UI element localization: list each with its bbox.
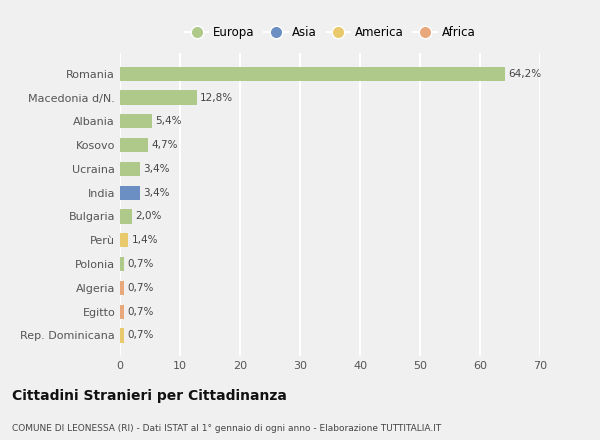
Text: 2,0%: 2,0% — [135, 212, 161, 221]
Bar — [120, 209, 132, 224]
Text: Cittadini Stranieri per Cittadinanza: Cittadini Stranieri per Cittadinanza — [12, 389, 287, 403]
Text: 0,7%: 0,7% — [127, 307, 154, 317]
Bar — [120, 66, 505, 81]
Text: 12,8%: 12,8% — [200, 92, 233, 103]
Text: 3,4%: 3,4% — [143, 164, 170, 174]
Text: 3,4%: 3,4% — [143, 188, 170, 198]
Text: 4,7%: 4,7% — [151, 140, 178, 150]
Bar — [120, 186, 140, 200]
Bar — [120, 162, 140, 176]
Text: COMUNE DI LEONESSA (RI) - Dati ISTAT al 1° gennaio di ogni anno - Elaborazione T: COMUNE DI LEONESSA (RI) - Dati ISTAT al … — [12, 424, 441, 433]
Bar — [120, 138, 148, 152]
Bar — [120, 257, 124, 271]
Text: 1,4%: 1,4% — [131, 235, 158, 245]
Text: 0,7%: 0,7% — [127, 283, 154, 293]
Bar — [120, 281, 124, 295]
Bar — [120, 328, 124, 343]
Legend: Europa, Asia, America, Africa: Europa, Asia, America, Africa — [181, 22, 479, 42]
Text: 5,4%: 5,4% — [155, 116, 182, 126]
Bar — [120, 304, 124, 319]
Text: 64,2%: 64,2% — [508, 69, 541, 79]
Text: 0,7%: 0,7% — [127, 259, 154, 269]
Text: 0,7%: 0,7% — [127, 330, 154, 341]
Bar — [120, 233, 128, 247]
Bar — [120, 114, 152, 128]
Bar — [120, 90, 197, 105]
